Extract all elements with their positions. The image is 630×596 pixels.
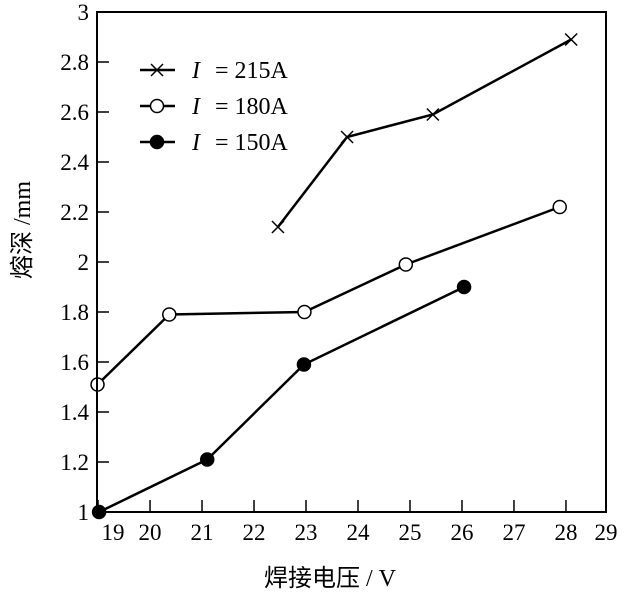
data-point bbox=[296, 357, 312, 372]
legend-label: = 180A bbox=[215, 94, 289, 120]
y-axis-label: 熔深 /mm bbox=[9, 181, 36, 279]
x-tick-label: 21 bbox=[191, 520, 214, 545]
data-point bbox=[426, 107, 440, 122]
x-marker-stroke bbox=[564, 32, 578, 47]
x-marker-stroke bbox=[150, 63, 164, 77]
x-tick-label: 23 bbox=[295, 520, 318, 545]
series-filled-circle bbox=[91, 279, 472, 520]
legend-variable: I bbox=[191, 94, 201, 120]
legend-marker bbox=[150, 63, 164, 77]
x-tick-label: 27 bbox=[502, 520, 525, 545]
legend-entry: I = 150A bbox=[140, 130, 289, 156]
legend: I = 215A I = 180A I = 150A bbox=[140, 58, 289, 156]
data-point bbox=[552, 199, 567, 215]
legend-marker bbox=[149, 98, 165, 114]
y-tick-label: 2.2 bbox=[60, 200, 89, 225]
x-marker-stroke bbox=[271, 220, 285, 234]
data-point bbox=[398, 257, 414, 272]
legend-entry: I = 215A bbox=[140, 58, 289, 84]
legend-entry: I = 180A bbox=[140, 94, 289, 120]
y-tick-label: 1.6 bbox=[60, 350, 89, 375]
legend-label: = 150A bbox=[215, 130, 289, 156]
data-point bbox=[564, 32, 578, 47]
x-marker-stroke bbox=[426, 107, 440, 122]
x-tick-label: 24 bbox=[346, 520, 370, 545]
y-tick-label: 3 bbox=[78, 0, 90, 25]
x-tick-label: 29 bbox=[595, 520, 618, 545]
y-tick-label: 1 bbox=[78, 500, 90, 525]
data-point bbox=[271, 220, 285, 234]
data-point bbox=[199, 452, 215, 467]
x-axis-label: 焊接电压 / V bbox=[264, 565, 397, 592]
x-tick-label: 26 bbox=[450, 520, 473, 545]
y-tick-label: 2.4 bbox=[60, 150, 89, 175]
series-x bbox=[271, 32, 578, 234]
x-tick-label: 20 bbox=[139, 520, 162, 545]
y-tick-label: 1.4 bbox=[60, 400, 89, 425]
legend-label: = 215A bbox=[215, 58, 289, 84]
x-tick-label: 22 bbox=[243, 520, 266, 545]
legend-variable: I bbox=[191, 58, 201, 84]
x-tick-label: 25 bbox=[398, 520, 421, 545]
y-tick-label: 2.8 bbox=[60, 50, 89, 75]
y-tick-label: 1.8 bbox=[60, 300, 89, 325]
data-point bbox=[456, 279, 472, 295]
y-tick-label: 1.2 bbox=[60, 450, 89, 475]
series-open-circle bbox=[90, 199, 567, 392]
x-tick-label: 28 bbox=[554, 520, 577, 545]
plot-frame bbox=[96, 11, 607, 513]
legend-marker bbox=[149, 134, 165, 150]
data-point bbox=[340, 130, 354, 144]
y-tick-label: 2 bbox=[78, 250, 90, 275]
data-point bbox=[162, 307, 177, 322]
legend-variable: I bbox=[191, 130, 201, 156]
series-line bbox=[98, 285, 465, 514]
y-tick-label: 2.6 bbox=[60, 100, 89, 125]
data-point bbox=[297, 304, 312, 320]
series-line bbox=[96, 205, 561, 386]
x-tick-label: 19 bbox=[102, 520, 125, 545]
axis-ticks: 19 20 21 22 23 24 25 26 27 28 29 1 1.2 1.4 1.6 1.8 2 2.2 2… bbox=[60, 0, 617, 545]
series-group bbox=[90, 32, 578, 520]
x-marker-stroke bbox=[340, 130, 354, 144]
series-line bbox=[276, 38, 572, 228]
